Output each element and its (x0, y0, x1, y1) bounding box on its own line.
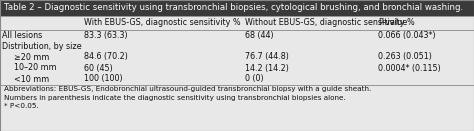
Text: With EBUS-GS, diagnostic sensitivity %: With EBUS-GS, diagnostic sensitivity % (84, 18, 240, 27)
Text: 76.7 (44.8): 76.7 (44.8) (245, 53, 289, 61)
Text: 100 (100): 100 (100) (84, 75, 122, 83)
Text: 14.2 (14.2): 14.2 (14.2) (245, 64, 289, 72)
Text: 83.3 (63.3): 83.3 (63.3) (84, 31, 128, 40)
Text: P-value: P-value (378, 18, 407, 27)
Text: Numbers in parenthesis indicate the diagnostic sensitivity using transbronchial : Numbers in parenthesis indicate the diag… (4, 95, 346, 101)
Text: Distribution, by size: Distribution, by size (2, 42, 82, 51)
Text: Table 2 – Diagnostic sensitivity using transbronchial biopsies, cytological brus: Table 2 – Diagnostic sensitivity using t… (4, 3, 463, 12)
Text: Abbreviations: EBUS-GS, Endobronchial ultrasound-guided transbronchial biopsy wi: Abbreviations: EBUS-GS, Endobronchial ul… (4, 86, 371, 92)
Text: All lesions: All lesions (2, 31, 42, 40)
Bar (0, 62, 474, 73)
Text: ≥20 mm: ≥20 mm (14, 53, 49, 61)
Text: 84.6 (70.2): 84.6 (70.2) (84, 53, 128, 61)
Text: Without EBUS-GS, diagnostic sensitivity %: Without EBUS-GS, diagnostic sensitivity … (245, 18, 415, 27)
Text: 0.066 (0.043*): 0.066 (0.043*) (378, 31, 436, 40)
Text: 68 (44): 68 (44) (245, 31, 273, 40)
Text: 0.0004* (0.115): 0.0004* (0.115) (378, 64, 440, 72)
Text: * P<0.05.: * P<0.05. (4, 103, 39, 109)
Bar (0, 15, 474, 30)
Bar (0, 0, 474, 15)
Text: 60 (45): 60 (45) (84, 64, 113, 72)
Bar (0, 73, 474, 84)
Bar (0, 30, 474, 42)
Bar (0, 42, 474, 51)
Text: 10–20 mm: 10–20 mm (14, 64, 56, 72)
Bar (0, 51, 474, 62)
Text: <10 mm: <10 mm (14, 75, 49, 83)
Text: 0 (0): 0 (0) (245, 75, 264, 83)
Text: 0.263 (0.051): 0.263 (0.051) (378, 53, 432, 61)
